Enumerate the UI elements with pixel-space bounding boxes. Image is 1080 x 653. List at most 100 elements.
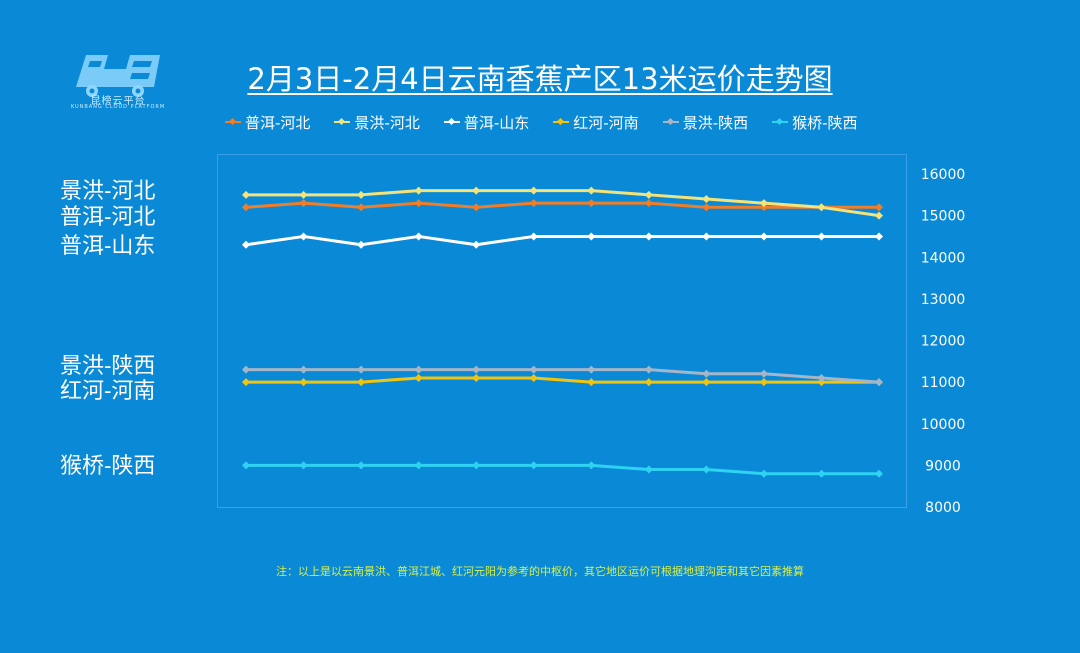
series-line xyxy=(246,368,880,384)
data-point-marker xyxy=(529,373,538,382)
data-point-marker xyxy=(702,369,711,378)
data-point-marker xyxy=(587,199,596,208)
series-line xyxy=(246,189,880,218)
data-point-marker xyxy=(414,199,423,208)
y-tick-label: 8000 xyxy=(925,500,961,516)
data-point-marker xyxy=(644,365,653,374)
side-label-honghe-henan: 红河-河南 xyxy=(60,379,156,404)
legend-label: 普洱-山东 xyxy=(463,113,530,132)
data-point-marker xyxy=(759,199,768,208)
y-tick-label: 13000 xyxy=(921,292,966,308)
data-point-marker xyxy=(759,203,768,212)
legend-item: 猴桥-陕西 xyxy=(772,112,858,133)
data-point-marker xyxy=(817,469,826,478)
data-point-marker xyxy=(587,365,596,374)
legend-item: 景洪-河北 xyxy=(334,112,420,133)
data-point-marker xyxy=(242,378,250,387)
data-point-marker xyxy=(529,461,538,470)
plot-area xyxy=(217,154,907,508)
legend-swatch-icon xyxy=(225,116,241,128)
data-point-marker xyxy=(644,465,653,474)
legend-label: 景洪-河北 xyxy=(354,113,420,132)
data-point-marker xyxy=(817,203,826,212)
data-point-marker xyxy=(817,378,826,387)
data-point-marker xyxy=(587,186,596,195)
data-point-marker xyxy=(644,232,653,241)
data-point-marker xyxy=(299,378,308,387)
legend-swatch-icon xyxy=(334,116,351,128)
data-point-marker xyxy=(759,232,768,241)
data-point-marker xyxy=(529,365,538,374)
data-point-marker xyxy=(529,232,538,241)
legend-swatch-icon xyxy=(662,116,679,128)
data-point-marker xyxy=(242,190,250,199)
data-point-marker xyxy=(357,190,366,199)
legend-item: 普洱-山东 xyxy=(443,112,530,133)
data-point-marker xyxy=(702,203,711,212)
legend-item: 红河-河南 xyxy=(553,112,639,133)
data-point-marker xyxy=(472,365,481,374)
legend-label: 景洪-陕西 xyxy=(682,113,749,132)
y-tick-label: 10000 xyxy=(921,417,966,433)
data-point-marker xyxy=(299,190,308,199)
series-line xyxy=(246,463,879,476)
data-point-marker xyxy=(414,186,423,195)
data-point-marker xyxy=(357,203,366,212)
data-point-marker xyxy=(759,469,768,478)
data-point-marker xyxy=(875,378,883,387)
data-point-marker xyxy=(414,365,423,374)
side-label-jinghong-hebei: 景洪-河北 xyxy=(60,179,156,204)
data-point-marker xyxy=(529,199,538,208)
legend-item: 景洪-陕西 xyxy=(662,112,749,133)
data-point-marker xyxy=(414,461,423,470)
y-tick-label: 16000 xyxy=(921,167,966,183)
legend-label: 猴桥-陕西 xyxy=(792,113,858,132)
data-point-marker xyxy=(529,186,538,195)
legend-label: 普洱-河北 xyxy=(245,113,311,132)
data-point-marker xyxy=(299,232,308,241)
chart-title: 2月3日-2月4日云南香蕉产区13米运价走势图 xyxy=(247,62,833,96)
logo-name: 昆榜云平台 xyxy=(90,96,146,107)
data-point-marker xyxy=(242,203,250,212)
data-point-marker xyxy=(242,461,250,470)
y-tick-label: 14000 xyxy=(921,250,966,266)
legend-swatch-icon xyxy=(553,116,570,128)
data-point-marker xyxy=(357,461,366,470)
data-point-marker xyxy=(242,240,250,249)
data-point-marker xyxy=(817,232,826,241)
data-point-marker xyxy=(817,373,826,382)
data-point-marker xyxy=(759,369,768,378)
side-label-houqiao-shaanxi: 猴桥-陕西 xyxy=(60,454,156,479)
data-point-marker xyxy=(472,461,481,470)
series-line xyxy=(245,234,879,247)
data-point-marker xyxy=(587,461,596,470)
data-point-marker xyxy=(875,232,883,241)
y-tick-label: 15000 xyxy=(921,209,966,225)
data-point-marker xyxy=(759,378,768,387)
data-point-marker xyxy=(702,194,711,203)
truck-logo-icon xyxy=(76,55,160,97)
data-point-marker xyxy=(587,378,596,387)
data-point-marker xyxy=(702,378,711,387)
data-point-marker xyxy=(414,232,423,241)
data-point-marker xyxy=(472,240,481,249)
data-point-marker xyxy=(242,365,250,374)
legend-label: 红河-河南 xyxy=(573,113,639,132)
y-tick-label: 11000 xyxy=(921,375,966,391)
logo-tagline: KUNBANG CLOUD PLATFORM xyxy=(70,104,166,110)
data-point-marker xyxy=(702,232,711,241)
data-point-marker xyxy=(472,186,481,195)
data-point-marker xyxy=(875,203,883,212)
data-point-marker xyxy=(299,199,308,208)
data-point-marker xyxy=(644,378,653,387)
y-tick-label: 9000 xyxy=(925,458,961,474)
footnote: 注：以上是以云南景洪、普洱江城、红河元阳为参考的中枢价，其它地区运价可根据地理沟… xyxy=(276,565,804,578)
y-tick-label: 12000 xyxy=(921,334,966,350)
data-point-marker xyxy=(357,365,366,374)
data-point-marker xyxy=(644,190,653,199)
side-label-puer-hebei: 普洱-河北 xyxy=(60,205,156,230)
data-point-marker xyxy=(299,461,308,470)
series-line xyxy=(246,376,879,384)
legend-swatch-icon xyxy=(772,116,789,128)
